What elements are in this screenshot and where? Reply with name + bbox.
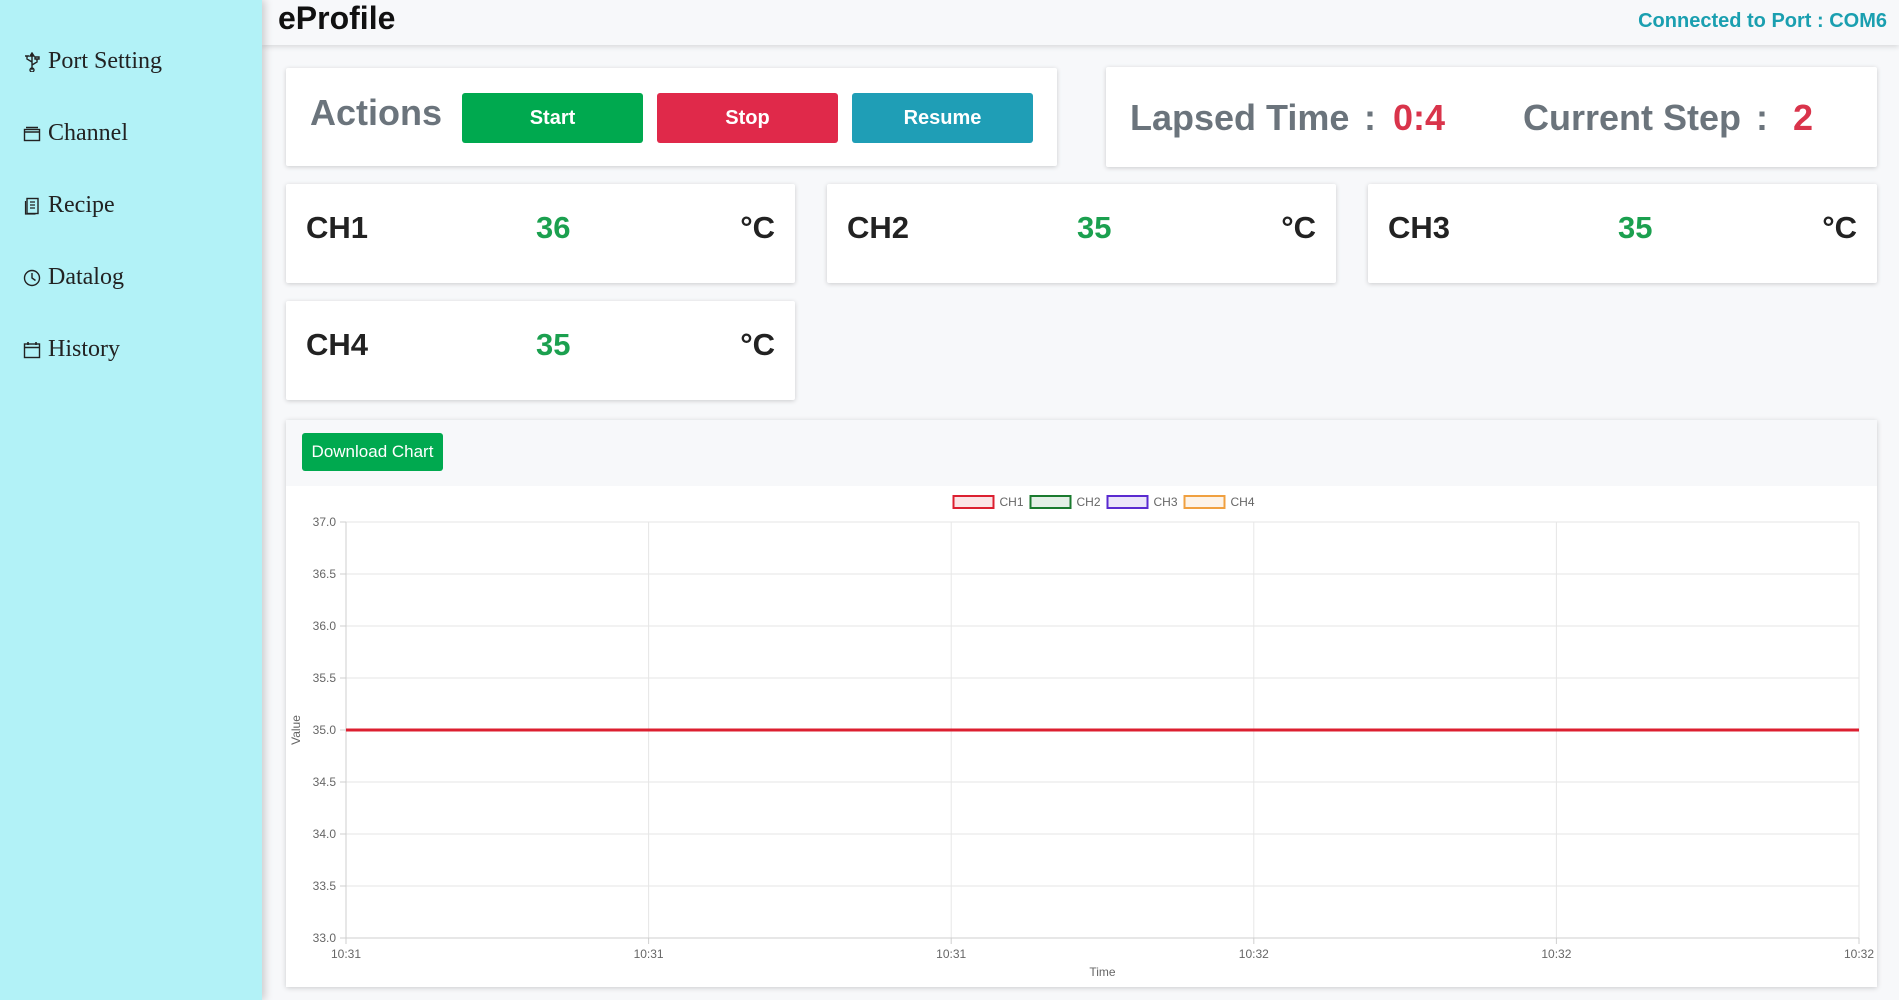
actions-title: Actions	[310, 92, 443, 133]
sidebar-item-label: Recipe	[48, 192, 115, 218]
legend-label-ch2: CH2	[1077, 495, 1101, 509]
y-tick-label: 37.0	[313, 515, 337, 529]
status-card: Lapsed Time : 0:4 Current Step : 2	[1106, 67, 1877, 167]
legend-label-ch1: CH1	[1000, 495, 1024, 509]
top-header: eProfile Connected to Port : COM6	[262, 0, 1899, 45]
sidebar-item-port-setting[interactable]: Port Setting	[22, 48, 162, 75]
sidebar-item-label: Channel	[48, 120, 128, 146]
channel-card-ch4: CH4 35 °C	[286, 301, 795, 400]
start-button[interactable]: Start	[462, 93, 643, 143]
legend-swatch-ch4	[1183, 495, 1226, 509]
lapsed-time-label: Lapsed Time	[1130, 97, 1350, 138]
x-tick-label: 10:31	[936, 947, 966, 961]
legend-swatch-ch2	[1029, 495, 1072, 509]
chart-panel: Download Chart 37.0 36.5 36.0 35.5 35.0 34.5 3…	[286, 420, 1877, 987]
channel-unit: °C	[1822, 210, 1857, 245]
chart-toolbar: Download Chart	[286, 420, 1877, 486]
x-tick-label: 10:32	[1541, 947, 1571, 961]
port-status: Connected to Port : COM6	[1638, 10, 1887, 32]
sidebar-item-history[interactable]: History	[22, 336, 120, 363]
x-tick-label: 10:31	[634, 947, 664, 961]
line-chart: 37.0 36.5 36.0 35.5 35.0 34.5 34.0 33.5 33.0 10:3…	[289, 495, 1874, 979]
channel-unit: °C	[1281, 210, 1316, 245]
channel-unit: °C	[740, 327, 775, 362]
channel-value: 35	[536, 327, 571, 362]
channel-value: 35	[1077, 210, 1112, 245]
y-tick-label: 35.0	[313, 723, 337, 737]
sidebar-item-recipe[interactable]: Recipe	[22, 192, 115, 219]
y-tick-label: 35.5	[313, 671, 337, 685]
document-icon	[22, 196, 42, 216]
sidebar-item-channel[interactable]: Channel	[22, 120, 128, 147]
y-tick-label: 33.5	[313, 879, 337, 893]
channel-card-ch1: CH1 36 °C	[286, 184, 795, 283]
channel-name: CH3	[1388, 210, 1451, 245]
current-step-value: 2	[1793, 97, 1814, 138]
app-title: eProfile	[278, 0, 396, 36]
x-tick-label: 10:32	[1239, 947, 1269, 961]
legend-label-ch3: CH3	[1154, 495, 1178, 509]
sidebar-item-label: History	[48, 336, 120, 362]
channel-value: 36	[536, 210, 571, 245]
sidebar-item-datalog[interactable]: Datalog	[22, 264, 124, 291]
channel-value: 35	[1618, 210, 1653, 245]
channel-unit: °C	[740, 210, 775, 245]
y-tick-label: 34.5	[313, 775, 337, 789]
channel-card-ch2: CH2 35 °C	[827, 184, 1336, 283]
lapsed-time-value: 0:4	[1393, 97, 1446, 138]
download-chart-button[interactable]: Download Chart	[302, 433, 443, 471]
actions-card: Actions Start Stop Resume	[286, 68, 1057, 166]
lapsed-time-separator: :	[1364, 97, 1376, 138]
current-step-label: Current Step	[1523, 97, 1742, 138]
legend-swatch-ch1	[952, 495, 995, 509]
y-tick-label: 33.0	[313, 931, 337, 945]
channel-card-ch3: CH3 35 °C	[1368, 184, 1877, 283]
channel-name: CH1	[306, 210, 369, 245]
usb-icon	[22, 51, 42, 72]
channel-name: CH4	[306, 327, 369, 362]
y-axis-title: Value	[289, 715, 303, 745]
folder-icon	[22, 124, 42, 144]
sidebar: Port Setting Channel Recipe Datalog Hist…	[0, 0, 262, 1000]
channel-name: CH2	[847, 210, 910, 245]
stop-button[interactable]: Stop	[657, 93, 838, 143]
y-tick-label: 36.5	[313, 567, 337, 581]
sidebar-item-label: Port Setting	[48, 48, 163, 74]
sidebar-item-label: Datalog	[48, 264, 124, 290]
x-tick-label: 10:31	[331, 947, 361, 961]
y-tick-label: 34.0	[313, 827, 337, 841]
clock-icon	[22, 268, 42, 288]
current-step-separator: :	[1756, 97, 1768, 138]
legend-swatch-ch3	[1106, 495, 1149, 509]
legend-label-ch4: CH4	[1231, 495, 1255, 509]
x-tick-label: 10:32	[1844, 947, 1874, 961]
y-tick-label: 36.0	[313, 619, 337, 633]
resume-button[interactable]: Resume	[852, 93, 1033, 143]
x-axis-title: Time	[1089, 965, 1116, 979]
calendar-icon	[22, 340, 42, 360]
